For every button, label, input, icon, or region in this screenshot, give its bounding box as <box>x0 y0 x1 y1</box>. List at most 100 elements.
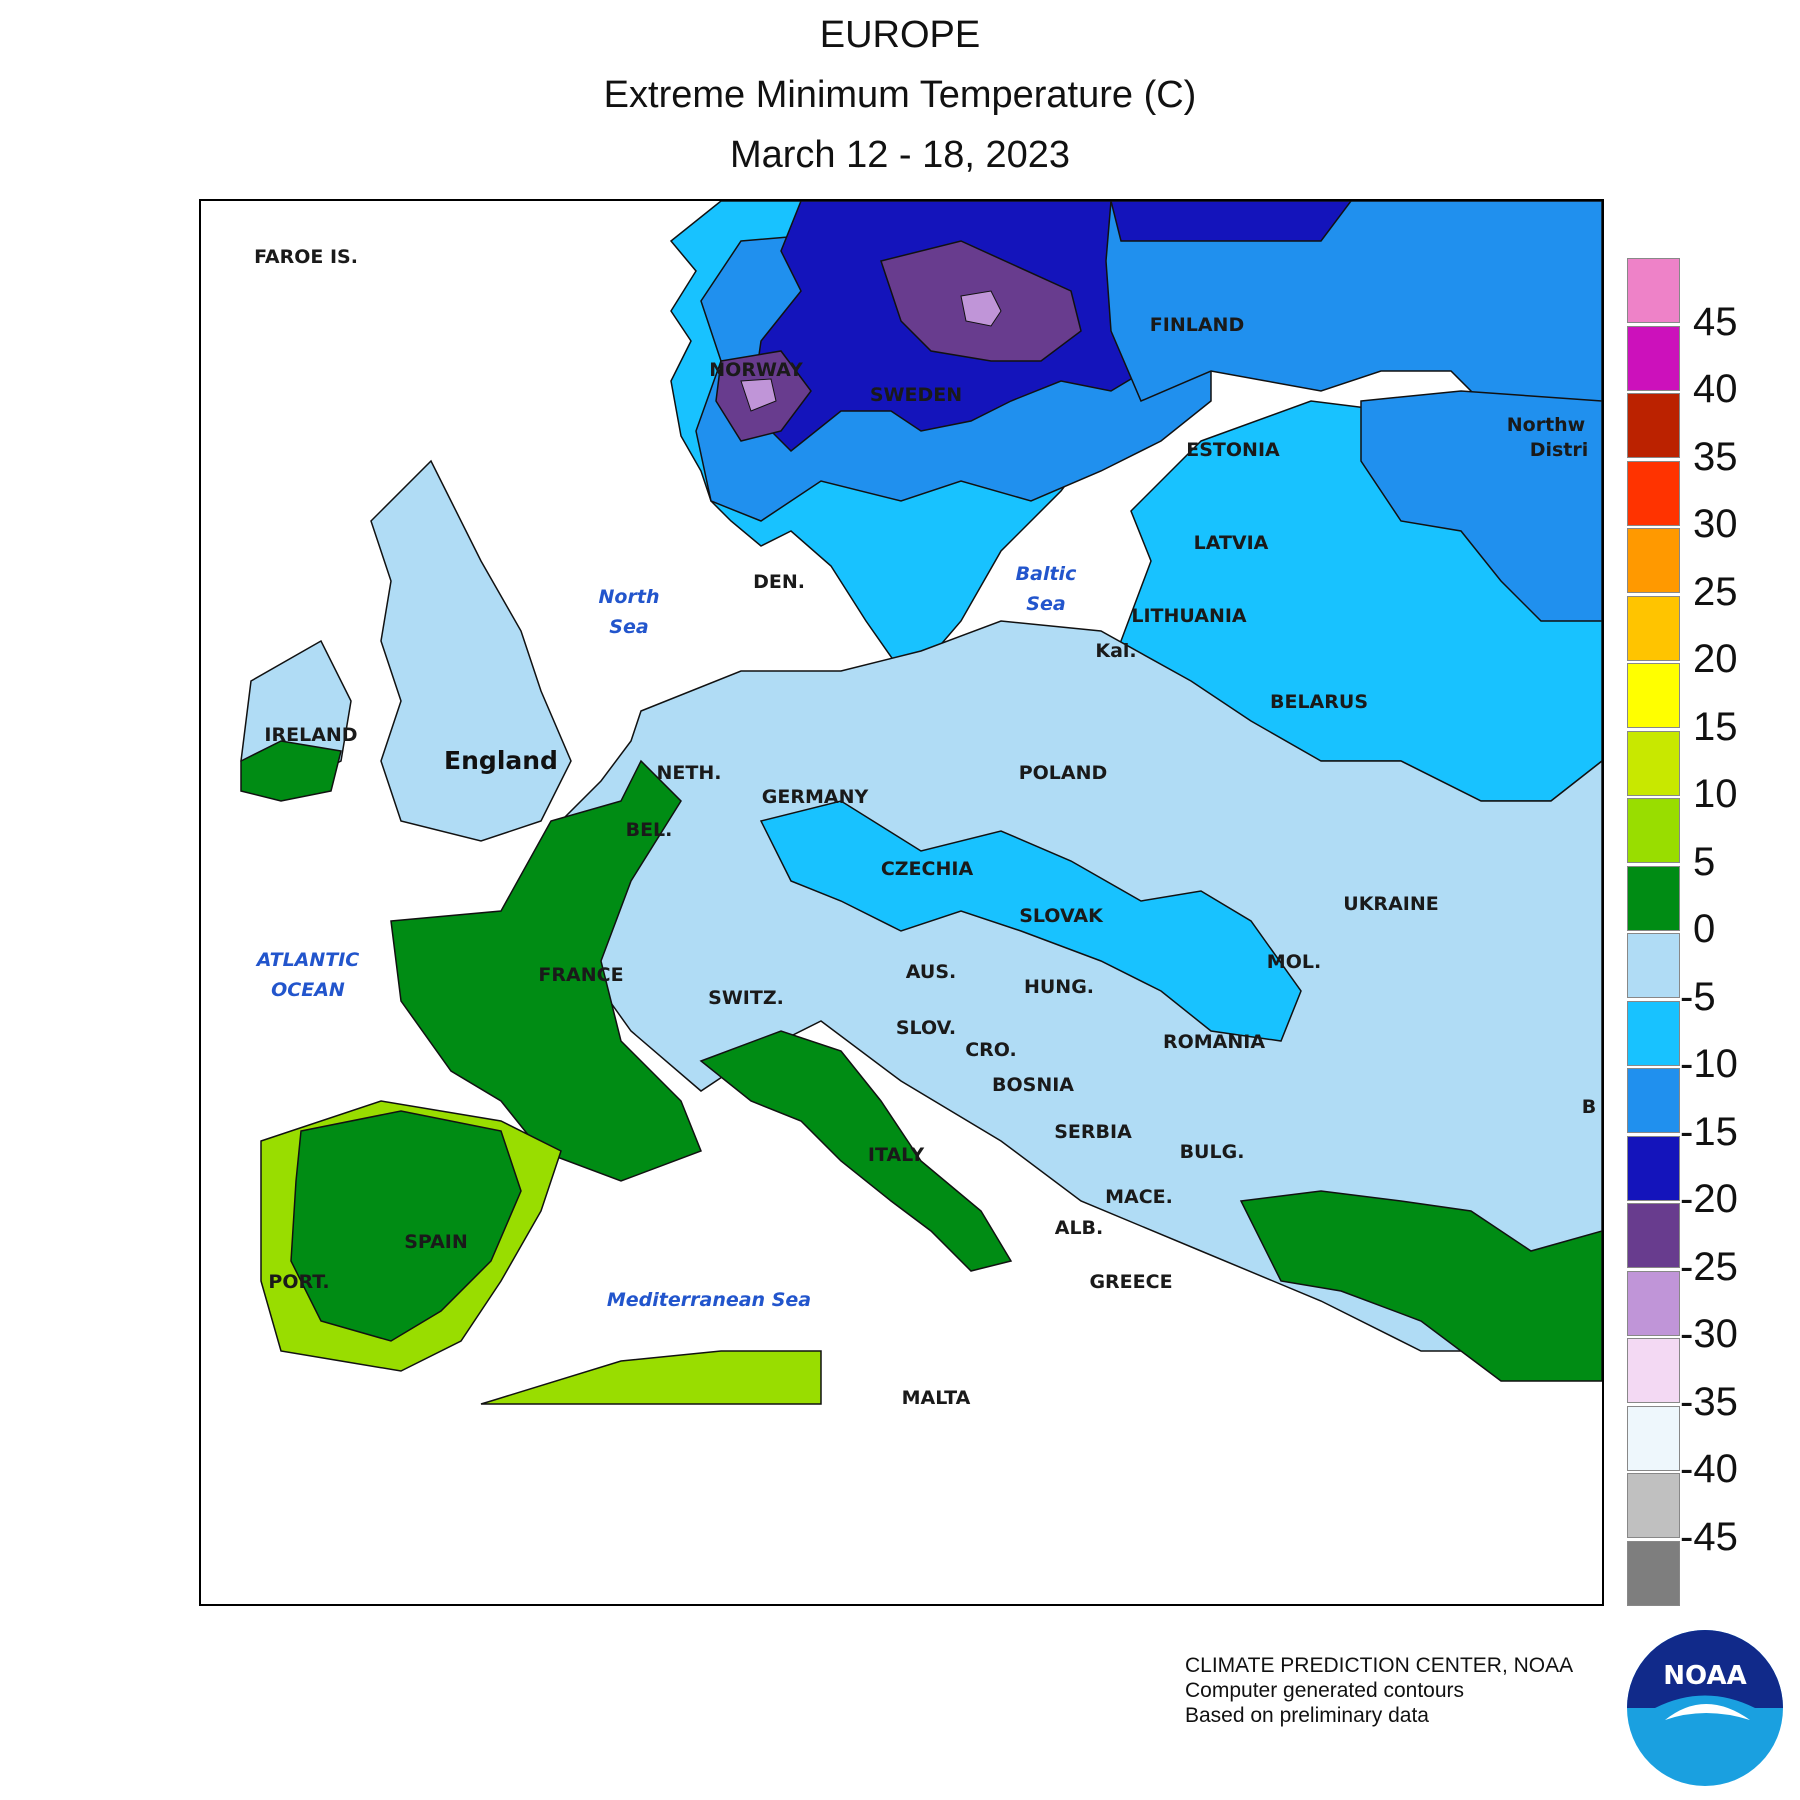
legend-tick-label: -45 <box>1680 1514 1738 1559</box>
ireland-mild-coast <box>240 740 342 802</box>
legend-tick-label: -5 <box>1680 974 1716 1019</box>
country-label: SERBIA <box>1054 1121 1132 1143</box>
central-europe-cold-band <box>759 800 1302 1042</box>
country-label: SLOV. <box>896 1017 956 1039</box>
country-label: England <box>444 746 558 775</box>
country-label: B <box>1582 1096 1596 1118</box>
legend-swatch <box>1627 393 1680 458</box>
finland-landmass <box>1105 201 1602 452</box>
country-label: LITHUANIA <box>1131 605 1247 627</box>
legend-tick-label: 10 <box>1693 772 1738 816</box>
map-labels: FAROE IS. NORWAY SWEDEN FINLAND ESTONIA LATVI… <box>254 246 1596 1409</box>
noaa-logo: NOAA <box>1627 1630 1783 1786</box>
legend-swatch <box>1627 1135 1680 1201</box>
legend-tick-label: -40 <box>1680 1447 1738 1491</box>
legend-tick-label: 0 <box>1693 907 1716 951</box>
country-label: ESTONIA <box>1186 439 1280 461</box>
sea-label: Sea <box>1026 593 1065 615</box>
legend-tick-label: -35 <box>1680 1379 1738 1424</box>
legend-tick-label: 20 <box>1693 637 1738 681</box>
sea-label: Baltic <box>1016 563 1077 585</box>
legend-swatch <box>1627 258 1680 323</box>
legend-swatch <box>1627 1000 1680 1066</box>
legend-tick-label: 45 <box>1693 299 1738 344</box>
country-label: BOSNIA <box>992 1074 1074 1096</box>
country-label: Kal. <box>1095 640 1136 662</box>
scandinavia-core-zone <box>960 290 1002 327</box>
legend-tick-label: -15 <box>1680 1109 1738 1154</box>
italy-mild-region <box>699 1030 1013 1272</box>
country-label: FRANCE <box>538 964 623 986</box>
noaa-logo-gull <box>1665 1704 1750 1720</box>
country-label: CRO. <box>965 1039 1017 1061</box>
legend-tick-label: 35 <box>1693 434 1738 479</box>
sea-label: North <box>599 586 660 608</box>
sea-label: ATLANTIC <box>255 949 360 971</box>
country-label: MALTA <box>902 1387 971 1409</box>
country-label: NORWAY <box>709 359 803 381</box>
country-label: UKRAINE <box>1343 893 1438 915</box>
country-label: Northw <box>1507 414 1586 436</box>
map-date-range: March 12 - 18, 2023 <box>729 134 1071 176</box>
legend-swatch <box>1627 1270 1680 1336</box>
country-label: Distri <box>1530 439 1589 461</box>
legend-tick-label: 25 <box>1693 569 1738 614</box>
map-canvas: FAROE IS. NORWAY SWEDEN FINLAND ESTONIA LATVI… <box>240 201 1602 1409</box>
iberia-mild-region <box>290 1110 522 1342</box>
country-label: IRELAND <box>264 724 357 746</box>
country-label: AUS. <box>906 961 956 983</box>
legend-swatch <box>1627 1405 1680 1471</box>
sea-label: OCEAN <box>271 979 345 1001</box>
legend-swatch <box>1627 1068 1680 1133</box>
country-label: BEL. <box>626 819 673 841</box>
noaa-logo-top <box>1627 1630 1783 1708</box>
country-label: MOL. <box>1267 951 1321 973</box>
country-label: GERMANY <box>762 786 869 808</box>
legend-swatch <box>1627 1338 1680 1403</box>
country-label: SWEDEN <box>870 384 962 406</box>
country-label: ITALY <box>868 1144 924 1166</box>
north-africa-warm-strip <box>480 1350 822 1405</box>
credit-agency: CLIMATE PREDICTION CENTER, NOAA <box>1185 1654 1574 1677</box>
legend-tick-label: -30 <box>1680 1312 1738 1356</box>
country-label: LATVIA <box>1194 532 1269 554</box>
credit-method: Computer generated contours <box>1185 1679 1464 1702</box>
country-label: CZECHIA <box>881 858 974 880</box>
legend-swatch <box>1627 528 1680 593</box>
country-label: ROMANIA <box>1163 1031 1265 1053</box>
country-label: SPAIN <box>404 1231 468 1253</box>
temperature-map: FAROE IS. NORWAY SWEDEN FINLAND ESTONIA LATVI… <box>199 199 1604 1606</box>
sea-label: Sea <box>609 616 648 638</box>
legend-swatch <box>1627 730 1680 796</box>
country-label: BELARUS <box>1270 691 1368 713</box>
country-label: SWITZ. <box>708 987 784 1009</box>
legend-swatch <box>1627 798 1680 863</box>
country-label: BULG. <box>1180 1141 1245 1163</box>
legend-swatch <box>1627 325 1680 391</box>
legend-swatch <box>1627 865 1680 931</box>
legend-tick-label: -25 <box>1680 1244 1738 1289</box>
finland-very-cold-strip <box>1110 201 1352 242</box>
france-mild-region <box>390 759 702 1182</box>
legend-tick-label: -10 <box>1680 1042 1738 1086</box>
legend-swatch <box>1627 460 1680 526</box>
legend-tick-label: 15 <box>1693 704 1738 749</box>
balkan-south-mild <box>1239 1190 1602 1382</box>
legend-swatch <box>1627 933 1680 998</box>
country-label: FINLAND <box>1150 314 1244 336</box>
legend-tick-label: -20 <box>1680 1177 1738 1221</box>
legend-tick-label: 40 <box>1693 367 1738 411</box>
legend-swatch <box>1627 663 1680 728</box>
legend-swatch <box>1627 1473 1680 1538</box>
country-label: SLOVAK <box>1019 905 1104 927</box>
country-label: DEN. <box>753 571 805 593</box>
map-subtitle: Extreme Minimum Temperature (C) <box>603 74 1197 116</box>
noaa-logo-text: NOAA <box>1663 1661 1746 1691</box>
country-label: FAROE IS. <box>254 246 358 268</box>
legend-swatch <box>1627 1540 1680 1606</box>
legend-tick-label: 30 <box>1693 502 1738 546</box>
legend-swatch <box>1627 595 1680 661</box>
country-label: NETH. <box>657 762 722 784</box>
country-label: PORT. <box>268 1271 329 1293</box>
country-label: POLAND <box>1019 762 1108 784</box>
